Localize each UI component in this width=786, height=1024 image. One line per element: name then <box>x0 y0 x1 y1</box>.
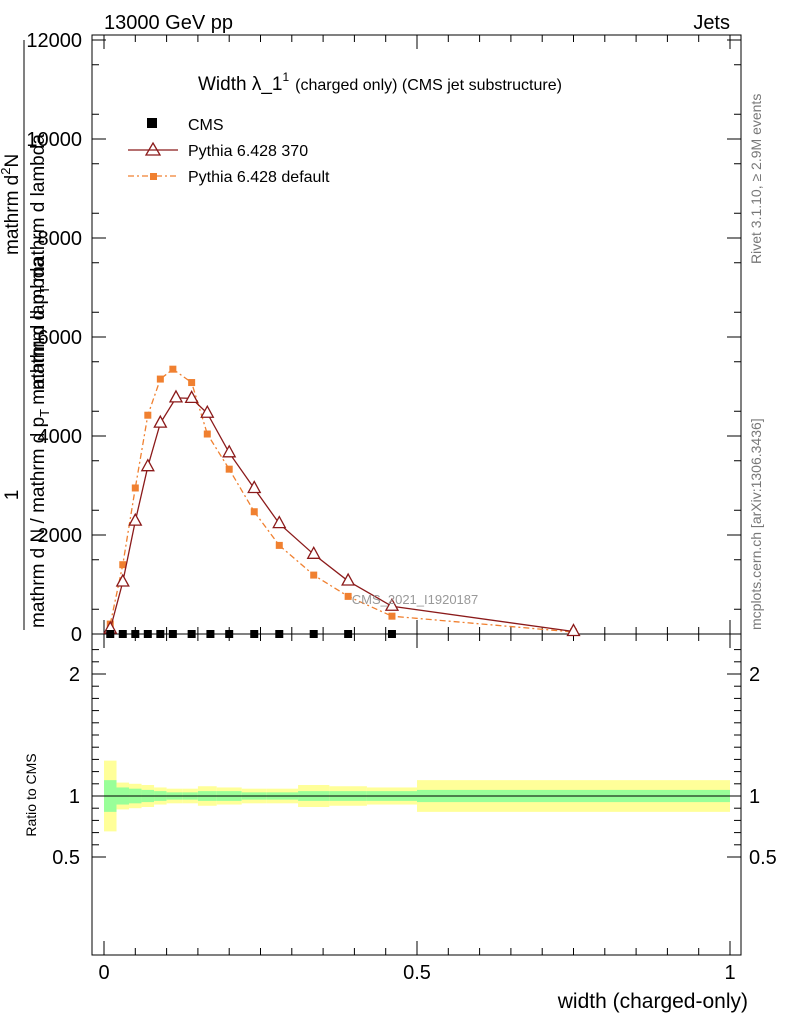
y-tick-label: 4000 <box>38 426 83 448</box>
point-pythia-default <box>225 465 233 473</box>
ylabel-one: 1 <box>2 490 23 501</box>
point-pythia370 <box>184 390 199 404</box>
point-cms <box>206 630 215 638</box>
point-pythia370 <box>222 444 237 458</box>
axis-ticks <box>92 35 741 955</box>
point-cms <box>250 630 259 638</box>
point-pythia370 <box>566 623 581 637</box>
ratio-ylabel: Ratio to CMS <box>23 753 39 836</box>
point-pythia370 <box>128 512 143 526</box>
point-pythia-default <box>188 379 196 387</box>
point-pythia-default <box>169 365 177 373</box>
point-cms <box>187 630 196 638</box>
point-pythia-default <box>388 612 396 620</box>
legend-marker-pythia-default <box>150 173 157 180</box>
ylabel-frac-top: mathrm d2N <box>0 154 23 255</box>
point-pythia370 <box>140 458 155 472</box>
point-cms <box>309 630 318 638</box>
series-line-pythia370 <box>109 397 574 633</box>
point-pythia370 <box>153 414 168 428</box>
point-cms <box>344 630 353 638</box>
category-label: Jets <box>693 12 730 34</box>
point-pythia-default <box>310 571 318 579</box>
ylabel-frac-bottom: mathrm d pTmathrm d lambda <box>28 134 52 390</box>
plot-title-main: Width λ_1 <box>198 74 282 95</box>
side-label-mcplots: mcplots.cern.ch [arXiv:1306.3436] <box>748 418 764 630</box>
point-pythia-default <box>119 561 127 569</box>
point-pythia370 <box>200 404 215 418</box>
point-pythia370 <box>306 545 321 559</box>
main-ylabel: 1 mathrm d N / mathrm d pTmathrm d lambd… <box>0 40 52 630</box>
legend: CMS Pythia 6.428 370 Pythia 6.428 defaul… <box>128 117 330 186</box>
point-cms <box>168 630 177 638</box>
x-axis-label: width (charged-only) <box>557 990 748 1013</box>
point-cms <box>131 630 140 638</box>
x-tick-label: 1 <box>724 962 735 984</box>
y-tick-label: 10000 <box>26 129 82 151</box>
plot-title-rest: (charged only) (CMS jet substructure) <box>295 77 562 94</box>
series-line-pythia-default <box>109 368 574 633</box>
y-tick-label: 8000 <box>38 228 83 250</box>
point-pythia-default <box>144 411 152 419</box>
y-tick-label: 6000 <box>38 327 83 349</box>
plot-title: Width λ_11 (charged only) (CMS jet substr… <box>198 70 562 95</box>
legend-label-pythia370: Pythia 6.428 370 <box>188 143 308 160</box>
point-pythia-default <box>275 541 283 549</box>
ratio-y-tick-label: 0.5 <box>52 847 80 869</box>
point-pythia370 <box>115 573 130 587</box>
point-cms <box>118 630 127 638</box>
ratio-y-tick-label-right: 0.5 <box>749 847 777 869</box>
point-pythia370 <box>384 597 400 611</box>
legend-marker-pythia370 <box>144 141 162 156</box>
point-cms <box>143 630 152 638</box>
energy-label: 13000 GeV pp <box>104 12 233 34</box>
y-tick-label: 0 <box>71 624 82 646</box>
point-cms <box>225 630 234 638</box>
ratio-y-tick-label: 1 <box>69 786 80 808</box>
y-tick-label: 2000 <box>38 525 83 547</box>
point-pythia-default <box>344 592 352 600</box>
point-pythia370 <box>341 572 356 586</box>
legend-label-pythia-default: Pythia 6.428 default <box>188 169 330 186</box>
point-pythia-default <box>250 508 258 516</box>
plot-title-sup: 1 <box>282 70 289 84</box>
point-pythia370 <box>168 389 184 403</box>
point-pythia-default <box>131 484 139 492</box>
x-tick-label: 0.5 <box>403 962 431 984</box>
point-pythia-default <box>156 375 164 383</box>
x-tick-label: 0 <box>98 962 109 984</box>
ratio-y-tick-label: 2 <box>69 664 80 686</box>
legend-label-cms: CMS <box>188 117 224 134</box>
side-label-rivet: Rivet 3.1.10, ≥ 2.9M events <box>748 94 764 264</box>
point-pythia370 <box>272 515 287 529</box>
data-series <box>103 365 581 638</box>
analysis-watermark: CMS_2021_I1920187 <box>352 592 479 607</box>
point-cms <box>106 630 115 638</box>
point-cms <box>387 630 396 638</box>
ratio-y-tick-label-right: 2 <box>749 664 760 686</box>
point-pythia370 <box>247 480 262 494</box>
point-pythia-default <box>203 430 211 438</box>
tick-labels: 0 0.5 1 0 2000 4000 6000 8000 10000 12000 0.5 0.5 1 1… <box>26 30 776 984</box>
legend-marker-cms <box>147 118 157 128</box>
ylabel-n-expr: mathrm d N / mathrm d pTmathrm d lambda <box>28 257 52 628</box>
ratio-y-tick-label-right: 1 <box>749 786 760 808</box>
point-cms <box>156 630 165 638</box>
point-cms <box>275 630 284 638</box>
y-tick-label: 12000 <box>26 30 82 52</box>
